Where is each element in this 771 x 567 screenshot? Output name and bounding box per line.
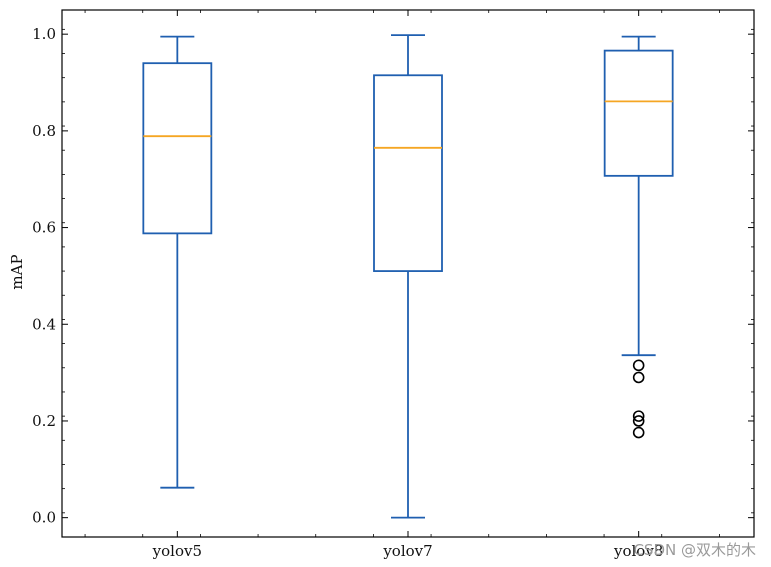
x-tick-label: yolov7 (382, 542, 432, 560)
x-axis: yolov5 yolov7 yolov8 (84, 10, 720, 560)
outlier-point (632, 415, 645, 427)
box-yolov7 (373, 34, 443, 519)
outlier-point (632, 426, 645, 439)
x-tick-label: yolov8 (613, 542, 663, 560)
y-axis: 0.0 0.2 0.4 0.6 0.8 1.0 (32, 25, 754, 538)
box-yolov5 (142, 35, 213, 489)
y-tick-label: 0.0 (32, 509, 56, 527)
watermark-text: CSDN @双木的木 (633, 541, 756, 559)
y-axis-label: mAP (8, 254, 26, 289)
iqr-box (373, 74, 443, 272)
outlier-point (632, 359, 645, 372)
outlier-point (632, 410, 645, 422)
box-yolov8 (603, 35, 674, 439)
y-tick-label: 0.8 (32, 122, 56, 140)
box-series (142, 34, 674, 519)
y-tick-label: 1.0 (32, 25, 56, 43)
y-tick-label: 0.4 (32, 315, 56, 333)
y-tick-label: 0.2 (32, 412, 56, 430)
y-tick-label: 0.6 (32, 219, 56, 237)
outlier-point (632, 371, 645, 384)
iqr-box (603, 49, 674, 177)
x-tick-label: yolov5 (152, 542, 202, 560)
iqr-box (142, 62, 213, 235)
